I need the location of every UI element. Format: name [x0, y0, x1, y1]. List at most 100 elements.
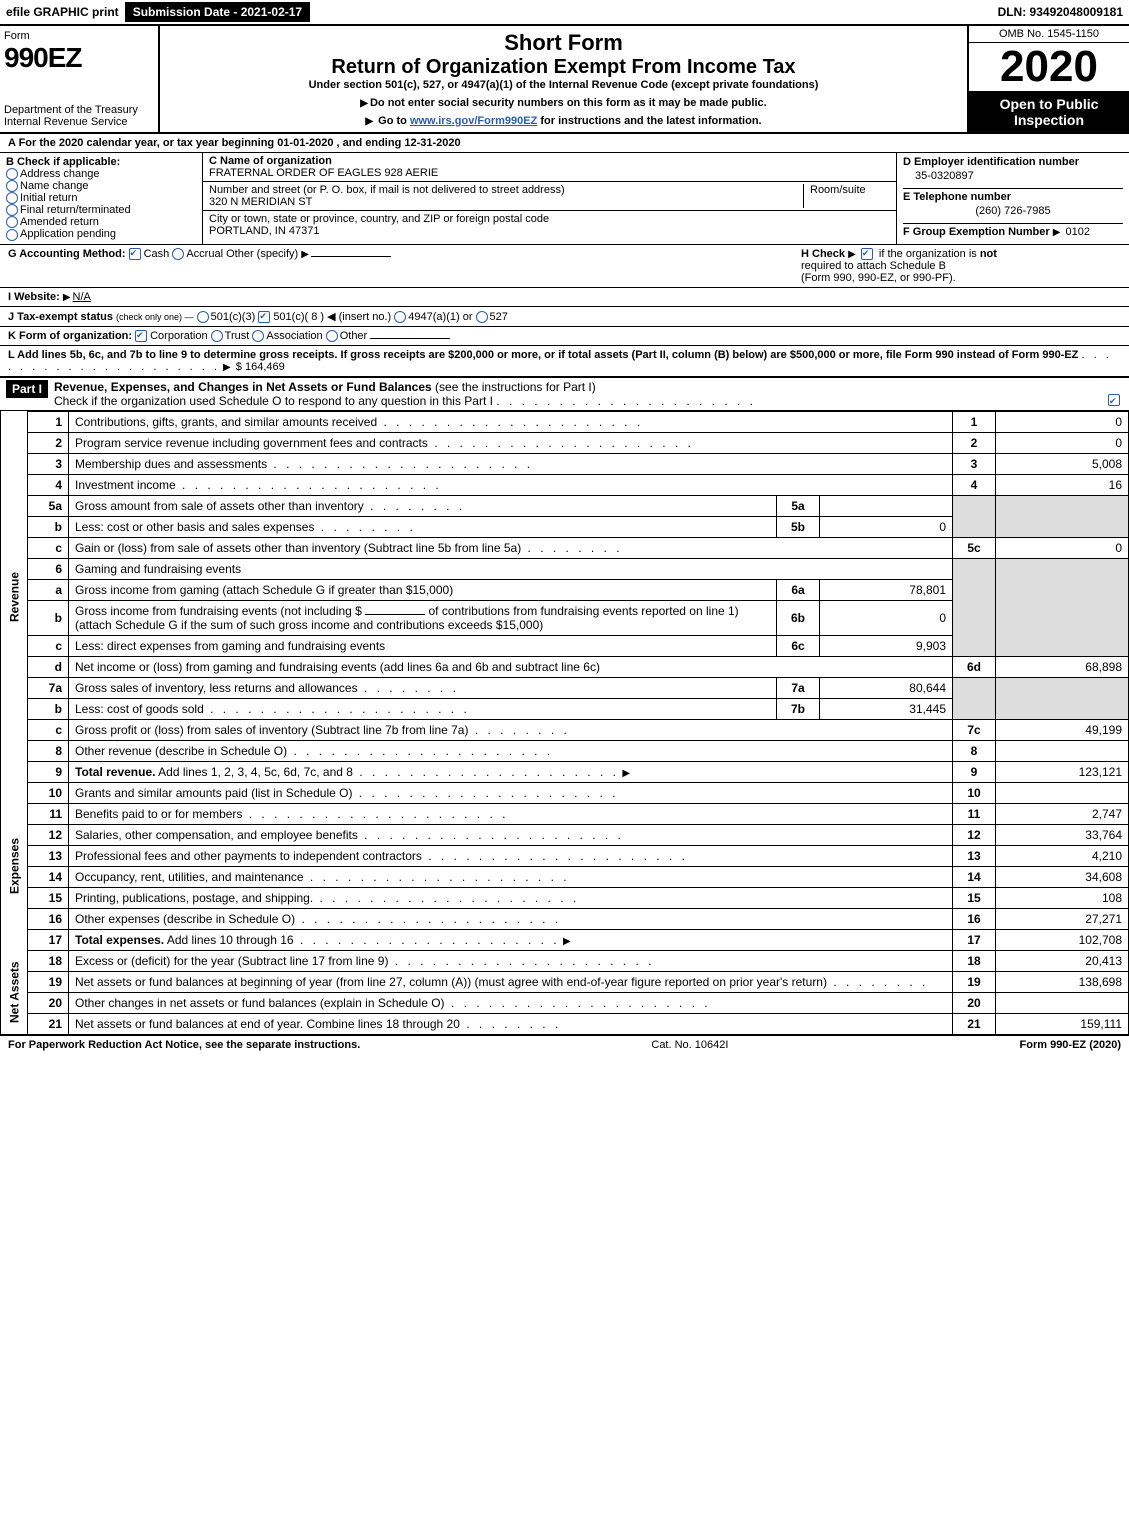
other-input[interactable] [311, 256, 391, 257]
opt-initial: Initial return [20, 192, 77, 204]
line-11-value: 2,747 [996, 803, 1129, 824]
section-c: C Name of organization FRATERNAL ORDER O… [203, 153, 896, 244]
line-5a-num: 5a [28, 495, 69, 516]
line-8-value [996, 740, 1129, 761]
line-6b-input[interactable] [365, 614, 425, 615]
street-label: Number and street (or P. O. box, if mail… [209, 184, 803, 196]
line-5c-num: c [28, 537, 69, 558]
street-value: 320 N MERIDIAN ST [209, 196, 803, 208]
line-11-num: 11 [28, 803, 69, 824]
cash-checkbox[interactable] [129, 248, 141, 260]
501c3-radio[interactable] [197, 311, 209, 323]
initial-return-radio[interactable] [6, 192, 18, 204]
line-8-desc: Other revenue (describe in Schedule O) [75, 744, 287, 758]
final-return-radio[interactable] [6, 204, 18, 216]
opt-final: Final return/terminated [20, 204, 131, 216]
line-14-desc: Occupancy, rent, utilities, and maintena… [75, 870, 304, 884]
g-h-row: G Accounting Method: Cash Accrual Other … [0, 245, 1129, 288]
line-5c-desc: Gain or (loss) from sale of assets other… [75, 541, 521, 555]
return-title: Return of Organization Exempt From Incom… [168, 56, 959, 79]
line-18-desc: Excess or (deficit) for the year (Subtra… [75, 954, 388, 968]
address-change-radio[interactable] [6, 168, 18, 180]
corp-checkbox[interactable] [135, 330, 147, 342]
line-2-value: 0 [996, 432, 1129, 453]
other-org-radio[interactable] [326, 330, 338, 342]
line-20-value [996, 992, 1129, 1013]
h-checkbox[interactable] [861, 248, 873, 260]
amended-return-radio[interactable] [6, 216, 18, 228]
line-6-desc: Gaming and fundraising events [69, 558, 953, 579]
form-header: Form 990EZ Department of the Treasury In… [0, 26, 1129, 134]
app-pending-radio[interactable] [6, 229, 18, 241]
h-text3: required to attach Schedule B [801, 260, 946, 272]
k-o2: Trust [225, 330, 250, 342]
line-21-value: 159,111 [996, 1013, 1129, 1034]
line-7c-value: 49,199 [996, 719, 1129, 740]
k-o4: Other [340, 330, 368, 342]
b-title: B Check if applicable: [6, 156, 196, 168]
schedule-o-checkbox[interactable] [1108, 394, 1120, 406]
line-1-num: 1 [28, 411, 69, 432]
line-13-num: 13 [28, 845, 69, 866]
line-12-desc: Salaries, other compensation, and employ… [75, 828, 358, 842]
page-footer: For Paperwork Reduction Act Notice, see … [0, 1035, 1129, 1054]
j-o2: 501(c)( 8 ) [273, 311, 324, 323]
line-6a-num: a [28, 579, 69, 600]
line-20-num: 20 [28, 992, 69, 1013]
part1-table: Revenue 1 Contributions, gifts, grants, … [0, 411, 1129, 1035]
g-label: G Accounting Method: [8, 248, 126, 260]
h-text2: if the organization is [879, 248, 977, 260]
efile-label: efile GRAPHIC print [0, 5, 125, 19]
line-1-numcell: 1 [953, 411, 996, 432]
goto-suffix: for instructions and the latest informat… [537, 115, 761, 127]
header-center: Short Form Return of Organization Exempt… [160, 26, 967, 132]
ein-value: 35-0320897 [903, 168, 1123, 188]
j-row: J Tax-exempt status (check only one) — 5… [0, 307, 1129, 327]
goto-prefix: Go to [378, 115, 410, 127]
arrow-icon [63, 291, 73, 303]
org-name: FRATERNAL ORDER OF EAGLES 928 AERIE [209, 167, 890, 179]
line-6c-sv: 9,903 [820, 635, 953, 656]
part1-label: Part I [6, 380, 48, 398]
line-13-numcell: 13 [953, 845, 996, 866]
accrual-radio[interactable] [172, 248, 184, 260]
line-3-num: 3 [28, 453, 69, 474]
city-label: City or town, state or province, country… [209, 213, 890, 225]
line-19-num: 19 [28, 971, 69, 992]
org-name-label: C Name of organization [209, 155, 890, 167]
line-7b-sn: 7b [777, 698, 820, 719]
assoc-radio[interactable] [252, 330, 264, 342]
irs-link[interactable]: www.irs.gov/Form990EZ [410, 115, 537, 127]
527-radio[interactable] [476, 311, 488, 323]
4947-radio[interactable] [394, 311, 406, 323]
name-change-radio[interactable] [6, 180, 18, 192]
j-o2b: (insert no.) [339, 311, 392, 323]
line-3-numcell: 3 [953, 453, 996, 474]
line-17-desc: Total expenses. [75, 933, 164, 947]
501c-checkbox[interactable] [258, 311, 270, 323]
line-5a-sn: 5a [777, 495, 820, 516]
opt-pending: Application pending [20, 228, 116, 240]
line-4-value: 16 [996, 474, 1129, 495]
line-5a-sv [820, 495, 953, 516]
opt-address: Address change [20, 168, 100, 180]
l-text: L Add lines 5b, 6c, and 7b to line 9 to … [8, 349, 1078, 361]
line-10-numcell: 10 [953, 782, 996, 803]
k-o3: Association [266, 330, 322, 342]
l-row: L Add lines 5b, 6c, and 7b to line 9 to … [0, 346, 1129, 378]
line-5b-sn: 5b [777, 516, 820, 537]
line-18-value: 20,413 [996, 950, 1129, 971]
room-label: Room/suite [803, 184, 890, 208]
part1-header-row: Part I Revenue, Expenses, and Changes in… [0, 378, 1129, 411]
submission-date-button[interactable]: Submission Date - 2021-02-17 [125, 2, 310, 22]
arrow-icon [223, 361, 233, 373]
website-value: N/A [73, 291, 91, 303]
trust-radio[interactable] [211, 330, 223, 342]
other-org-input[interactable] [370, 338, 450, 339]
line-9-value: 123,121 [996, 761, 1129, 782]
line-6d-nc: 6d [953, 656, 996, 677]
line-12-value: 33,764 [996, 824, 1129, 845]
line-8-num: 8 [28, 740, 69, 761]
line-6a-desc: Gross income from gaming (attach Schedul… [69, 579, 777, 600]
line-18-num: 18 [28, 950, 69, 971]
